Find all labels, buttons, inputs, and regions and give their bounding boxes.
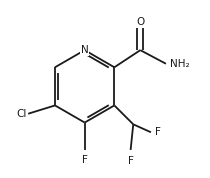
Text: NH₂: NH₂ — [170, 59, 190, 69]
Text: F: F — [82, 155, 88, 165]
Text: O: O — [136, 17, 144, 27]
Text: N: N — [81, 45, 89, 55]
Text: F: F — [128, 156, 134, 166]
Text: F: F — [155, 127, 161, 137]
Text: Cl: Cl — [16, 109, 26, 119]
